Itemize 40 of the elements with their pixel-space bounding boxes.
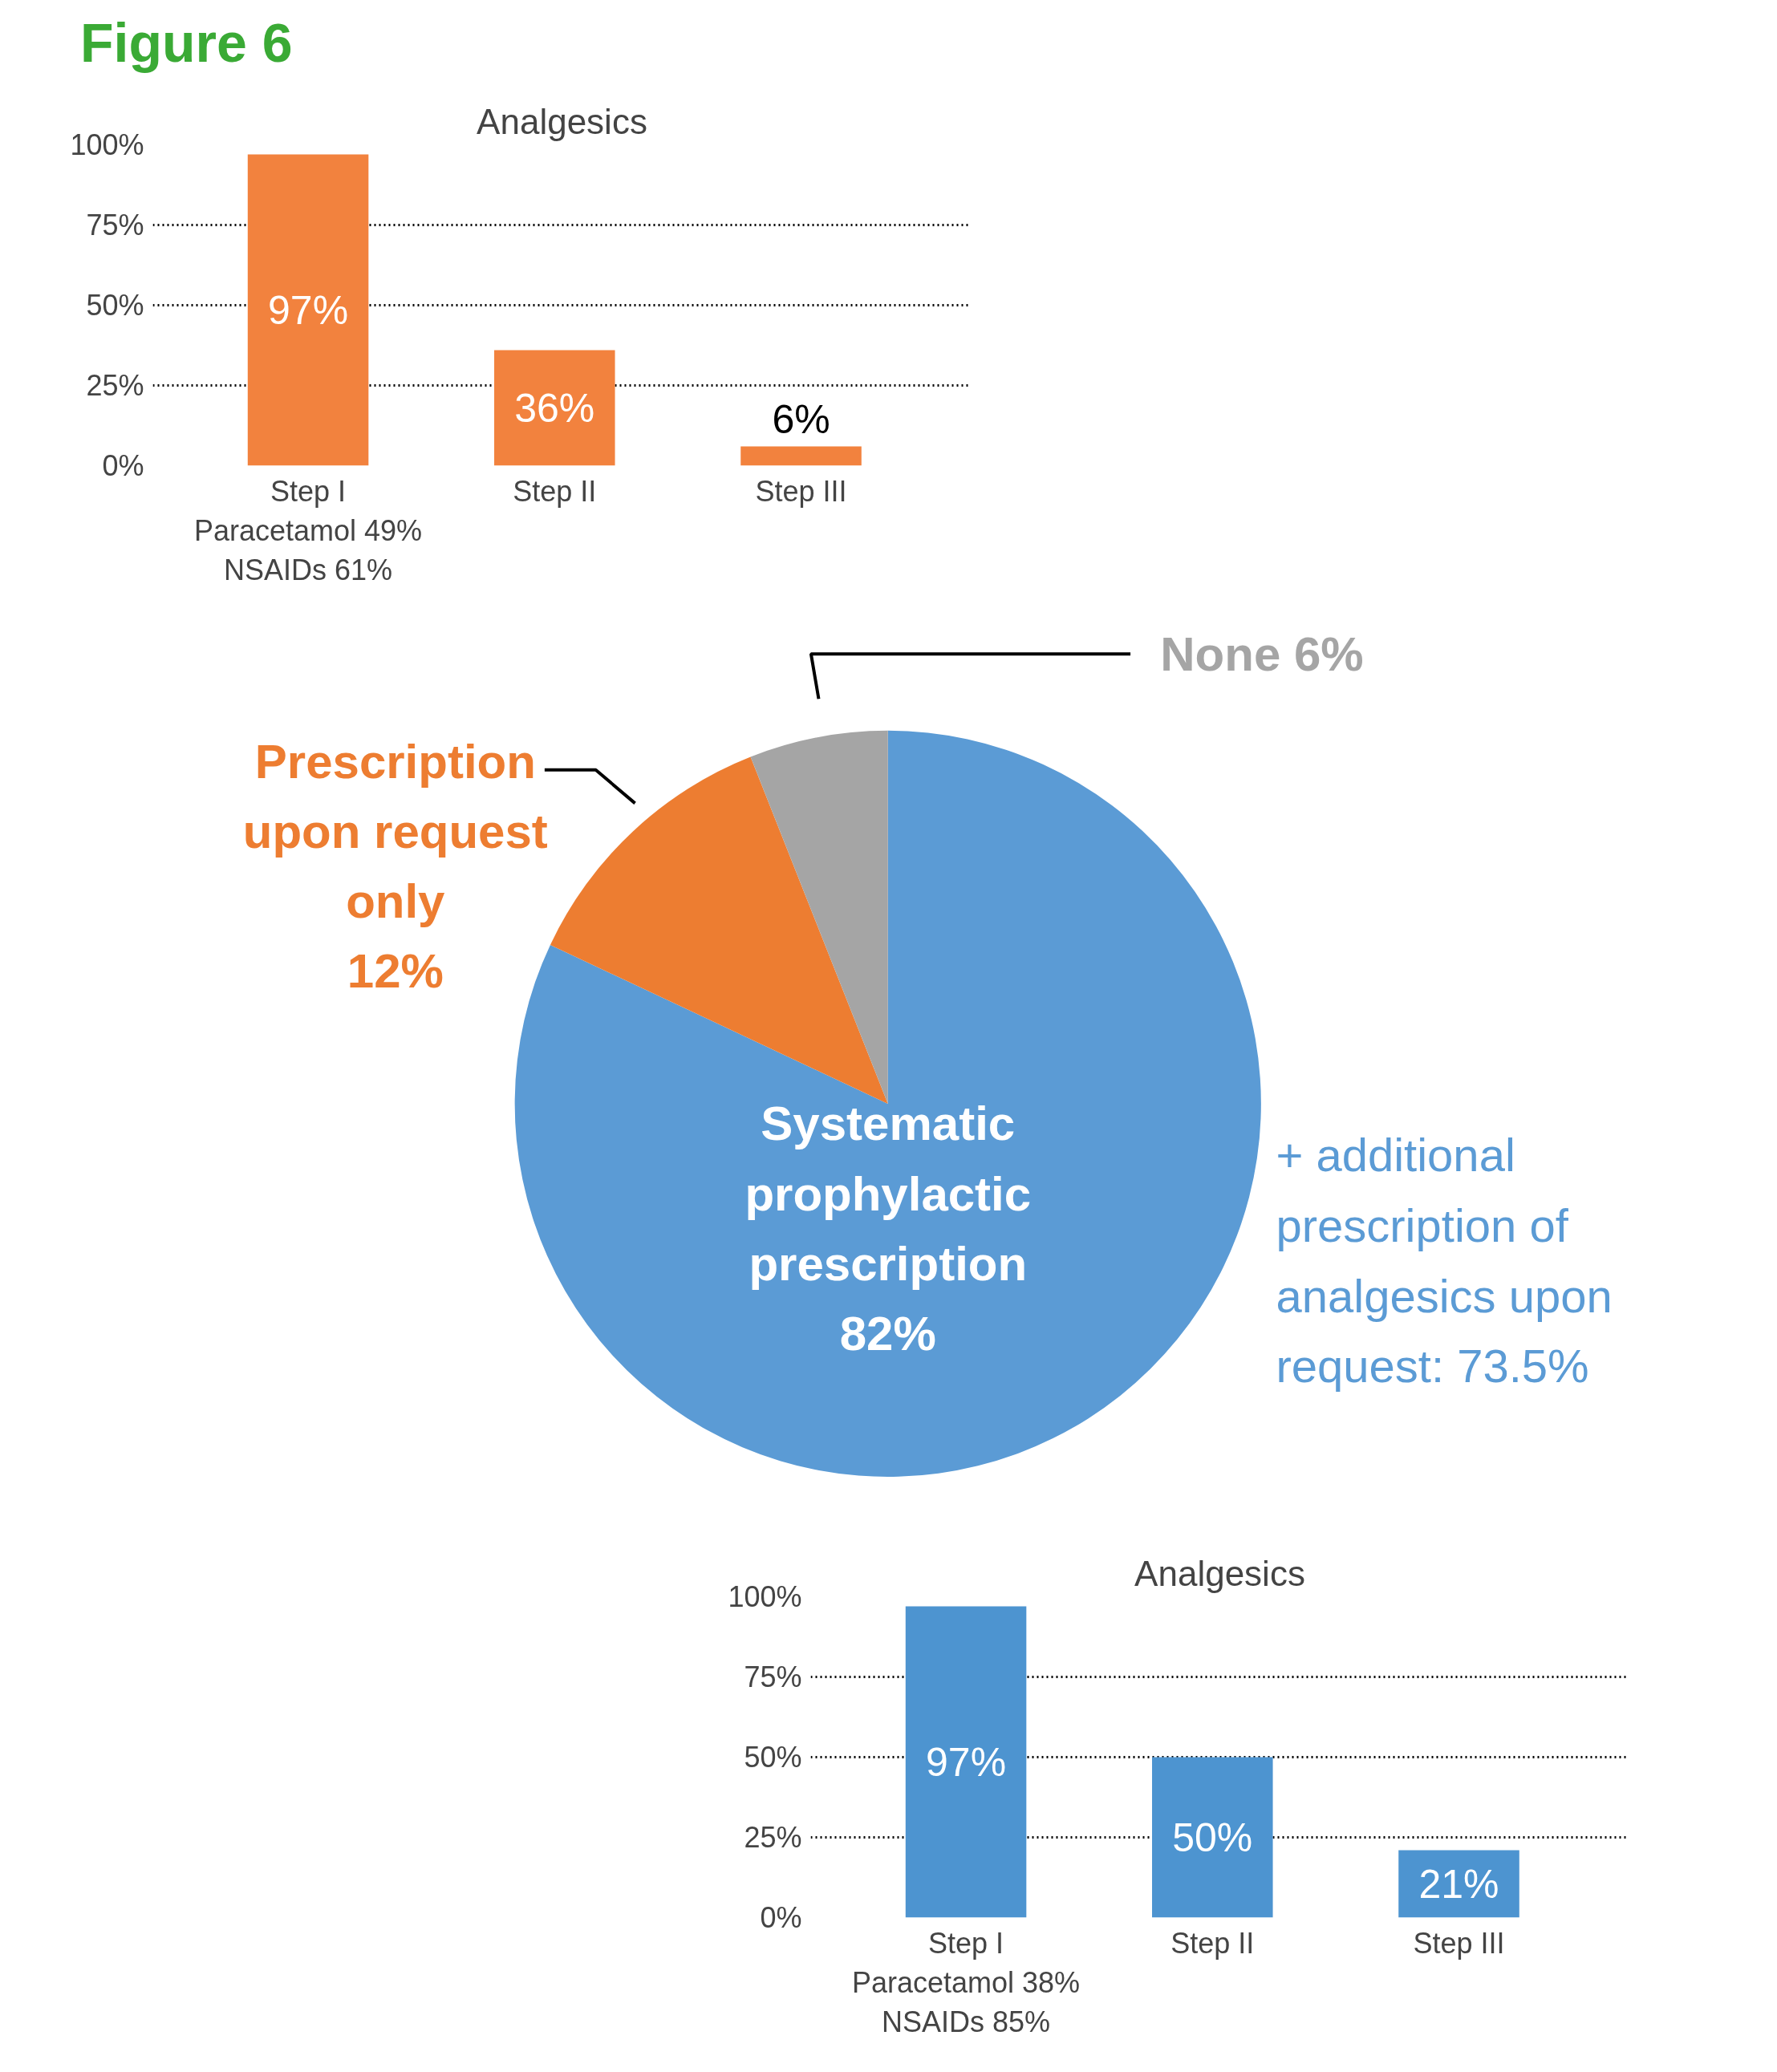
x-tick-label: Step III (755, 474, 847, 508)
y-tick-label: 75% (86, 209, 144, 241)
data-label: 97% (926, 1739, 1007, 1785)
y-tick-label: 50% (744, 1741, 802, 1774)
bar (1152, 1757, 1273, 1918)
bar (494, 350, 615, 466)
text: NSAIDs 85% (882, 2005, 1051, 2038)
y-tick-label: 25% (744, 1821, 802, 1854)
y-tick-label: 25% (86, 369, 144, 402)
slice-label: None 6% (1160, 626, 1364, 681)
data-label: 97% (268, 287, 349, 333)
y-tick-label: 75% (744, 1660, 802, 1693)
x-tick-label: Step I (928, 1926, 1004, 1960)
slice-label: Systematic prophylactic prescription (744, 1097, 1032, 1291)
text: NSAIDs 61% (224, 553, 393, 586)
x-tick-label: Step III (1413, 1926, 1505, 1960)
x-tick-label: Step II (1170, 1926, 1255, 1960)
bar (247, 154, 369, 466)
data-label: 12% (347, 944, 444, 999)
text: Paracetamol 49% (193, 513, 423, 547)
data-label: 21% (1418, 1861, 1499, 1907)
x-tick-label: Step II (513, 474, 597, 508)
text: + additional prescription of analgesics upon request: 73.5% (1276, 1129, 1613, 1393)
y-tick-label: 0% (102, 449, 144, 482)
y-tick-label: 0% (760, 1901, 802, 1934)
y-tick-label: 100% (728, 1580, 802, 1613)
bar (740, 446, 862, 466)
data-label: 6% (772, 396, 830, 442)
chart-title: Analgesics (1134, 1553, 1305, 1593)
data-label: 82% (839, 1306, 936, 1360)
data-label: 36% (514, 385, 595, 431)
y-tick-label: 50% (86, 289, 144, 322)
slice-label: Prescription upon request only (242, 734, 548, 929)
y-tick-label: 100% (70, 128, 144, 161)
bar (905, 1606, 1027, 1918)
chart-title: Analgesics (477, 101, 647, 141)
caption: Figure 6 (80, 11, 293, 75)
x-tick-label: Step I (270, 474, 347, 508)
text: Paracetamol 38% (851, 1965, 1081, 1999)
data-label: 50% (1172, 1815, 1253, 1860)
